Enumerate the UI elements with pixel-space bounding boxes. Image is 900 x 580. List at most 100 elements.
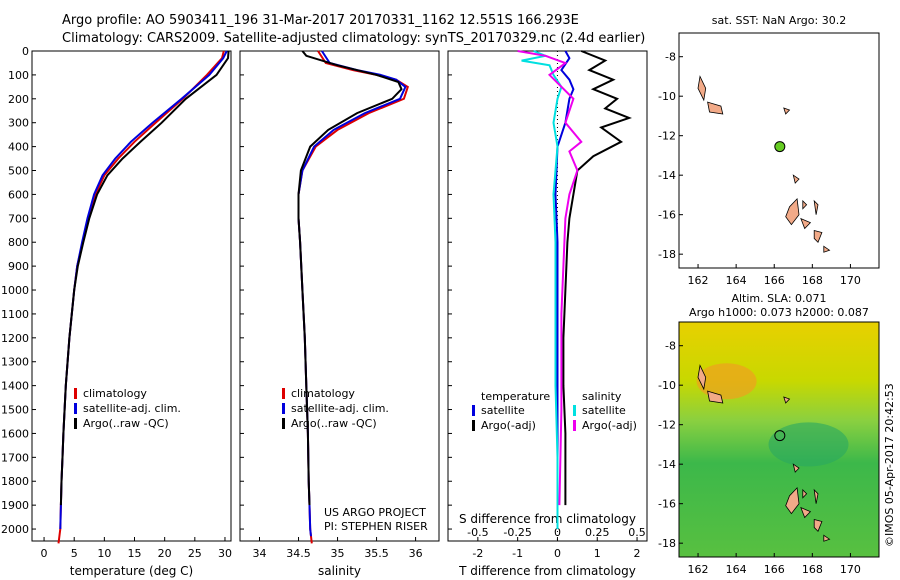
y-tick-label: 300 [8,117,29,130]
sla-map-panel: 162 164 166 168 170 -8 -10 -12 -14 -16 -18 Altim. S… [658,292,880,576]
y-tick-label: 500 [8,165,29,178]
y-tick-label: 900 [8,260,29,273]
map-y-tick-label: -10 [658,379,676,392]
x-tick-label: 2 [634,547,641,560]
map-y-tick-label: -8 [665,340,676,353]
x-tick-label: 5 [71,547,78,560]
x-tick-label: 36 [409,547,423,560]
y-tick-label: 0 [22,45,29,58]
map-y-tick-label: -16 [658,209,676,222]
legend-label: satellite [582,404,626,417]
y-tick-label: 1900 [1,499,29,512]
map-y-tick-label: -8 [665,51,676,64]
island-shape [802,199,808,210]
island-shape [783,107,791,115]
map-y-tick-label: -14 [658,169,676,182]
map-x-tick-label: 164 [726,563,747,576]
legend-swatch [282,418,285,429]
y-tick-label: 100 [8,69,29,82]
map-x-tick-label: 162 [688,274,709,287]
imos-timestamp-label: ©IMOS 05-Apr-2017 20:42:53 [883,383,896,547]
y-tick-label: 1100 [1,308,29,321]
map-x-tick-label: 170 [840,274,861,287]
map-x-tick-label: 170 [840,563,861,576]
y-tick-label: 2000 [1,523,29,536]
legend-label: satellite-adj. clim. [83,402,181,415]
series-line-argorawqc [297,50,403,506]
legend-label: climatology [291,387,355,400]
x-tick-label: 30 [218,547,232,560]
island-shape [785,198,800,226]
x-tick-label: 25 [188,547,202,560]
legend-swatch [282,388,285,399]
island-shape [813,229,823,244]
map-x-tick-label: 166 [764,563,785,576]
legend-title-temperature: temperature [481,390,550,403]
x-axis-label: T difference from climatology [458,564,636,578]
series-line-satellite [521,50,563,529]
x-tick-label: -2 [472,547,483,560]
legend-swatch [74,418,77,429]
y-tick-label: 1200 [1,332,29,345]
x2-tick-label: -0.25 [503,526,531,539]
x-tick-label: 20 [158,547,172,560]
y-tick-label: 1600 [1,427,29,440]
island-shape [792,463,800,473]
plot-frame [31,50,232,542]
annotation-pi: PI: STEPHEN RISER [324,520,428,533]
y-tick-label: 200 [8,93,29,106]
x2-tick-label: 0.25 [585,526,610,539]
x-tick-label: 35.5 [364,547,389,560]
map-x-tick-label: 166 [764,274,785,287]
argo-float-marker [774,430,786,442]
series-line-argoadj [517,50,583,506]
y-tick-label: 1400 [1,380,29,393]
x2-tick-label: 0 [554,526,561,539]
island-shape [823,245,831,253]
y-tick-label: 1000 [1,284,29,297]
sla-map-title-line-2: Argo h1000: 0.073 h2000: 0.087 [689,306,869,319]
map-x-tick-label: 168 [802,274,823,287]
sla-map-title-line-1: Altim. SLA: 0.071 [731,292,826,305]
island-shape [813,518,823,533]
legend-swatch [573,420,576,431]
argo-float-marker [774,141,786,153]
legend-swatch [74,388,77,399]
x-axis-label: salinity [318,564,361,578]
salinity-panel: 34 34.5 35 35.5 36 salinity climatology satelli… [239,50,440,578]
island-shape [792,174,800,184]
island-shape [697,364,707,391]
island-shape [800,506,812,519]
map-x-tick-label: 164 [726,274,747,287]
y-tick-label: 700 [8,212,29,225]
plot-frame [239,50,440,542]
map-x-tick-label: 162 [688,563,709,576]
island-shape [707,390,724,404]
legend-swatch [573,405,576,416]
series-line-argoadj [562,50,632,506]
x-tick-label: 1 [594,547,601,560]
sst-map-panel: 162 164 166 168 170 -8 -10 -12 -14 -16 -18 sat. SST… [658,14,880,287]
legend-label: climatology [83,387,147,400]
legend-label: Argo(-adj) [481,419,536,432]
legend-label: Argo(..raw -QC) [291,417,377,430]
legend-label: Argo(..raw -QC) [83,417,169,430]
island-shape [800,217,812,230]
x2-tick-label: -0.5 [467,526,488,539]
legend-swatch [282,403,285,414]
map-y-tick-label: -14 [658,458,676,471]
legend-swatch [472,405,475,416]
x-tick-label: -1 [512,547,523,560]
y-tick-label: 1300 [1,356,29,369]
y-tick-label: 800 [8,236,29,249]
map-y-tick-label: -12 [658,130,676,143]
x-axis-label: temperature (deg C) [70,564,193,578]
series-line-argorawqc [59,50,230,506]
header-line-1: Argo profile: AO 5903411_196 31-Mar-2017… [62,13,579,28]
sla-low-patch [768,422,849,467]
legend-label: satellite-adj. clim. [291,402,389,415]
x-tick-label: 34 [253,547,267,560]
island-shape [707,101,724,115]
y-tick-label: 1700 [1,451,29,464]
legend-label: Argo(-adj) [582,419,637,432]
